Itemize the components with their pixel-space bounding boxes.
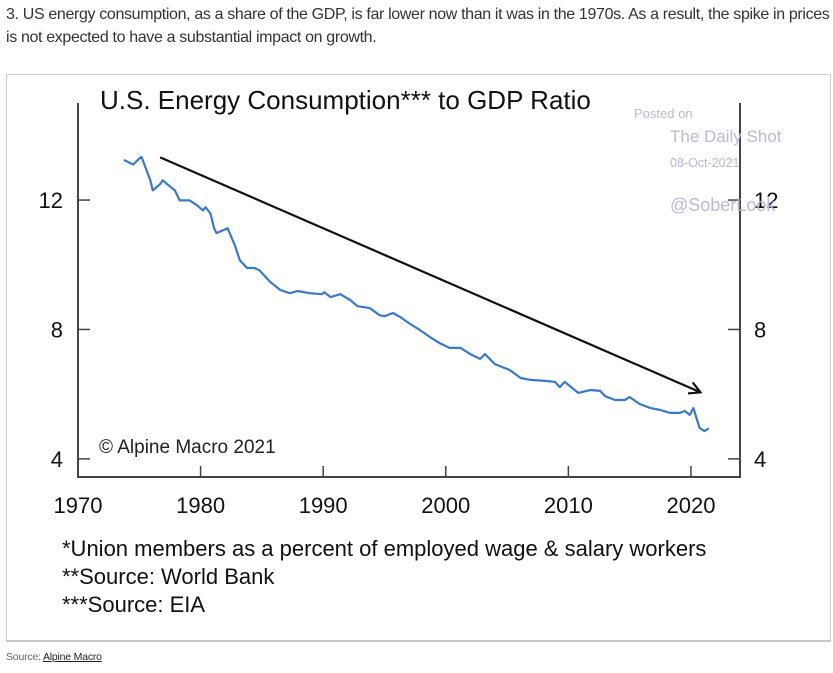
series-line-energy-gdp-ratio [123, 156, 710, 433]
source-link[interactable]: Alpine Macro [42, 651, 102, 663]
x-ticks: 1970 1980 1990 2000 2010 2020 [54, 466, 715, 518]
y-tick-label-right-8: 8 [754, 317, 766, 342]
chart-title: U.S. Energy Consumption*** to GDP Ratio [100, 85, 591, 115]
watermark-handle: @SoberLook [670, 195, 776, 215]
footnote-2: **Source: World Bank [62, 564, 275, 589]
footnote-3: ***Source: EIA [62, 592, 205, 617]
chart-frame [6, 74, 831, 642]
y-tick-label-right-12: 12 [754, 188, 778, 213]
x-tick-label-2010: 2010 [544, 493, 593, 518]
y-tick-label-right-4: 4 [754, 447, 766, 472]
footnote-1: *Union members as a percent of employed … [62, 536, 706, 561]
watermark-posted-on: Posted on [634, 106, 693, 121]
x-tick-label-1990: 1990 [299, 493, 348, 518]
intro-paragraph: 3. US energy consumption, as a share of … [6, 6, 830, 46]
watermark-publisher: The Daily Shot [670, 127, 782, 146]
watermark-date: 08-Oct-2021 [670, 156, 740, 170]
copyright-annotation: © Alpine Macro 2021 [99, 437, 276, 458]
y-ticks-right: 4 8 12 [728, 188, 778, 472]
y-tick-label-left-4: 4 [51, 447, 63, 472]
source-label: Source: [6, 651, 41, 663]
trend-arrow [159, 156, 699, 392]
x-tick-label-1980: 1980 [176, 493, 225, 518]
y-tick-label-left-12: 12 [39, 188, 63, 213]
x-tick-label-1970: 1970 [54, 493, 103, 518]
x-tick-label-2020: 2020 [666, 493, 715, 518]
y-tick-label-left-8: 8 [51, 317, 63, 342]
y-ticks-left: 4 8 12 [39, 188, 90, 472]
source-line: Source: Alpine Macro [6, 651, 102, 663]
x-tick-label-2000: 2000 [421, 493, 470, 518]
